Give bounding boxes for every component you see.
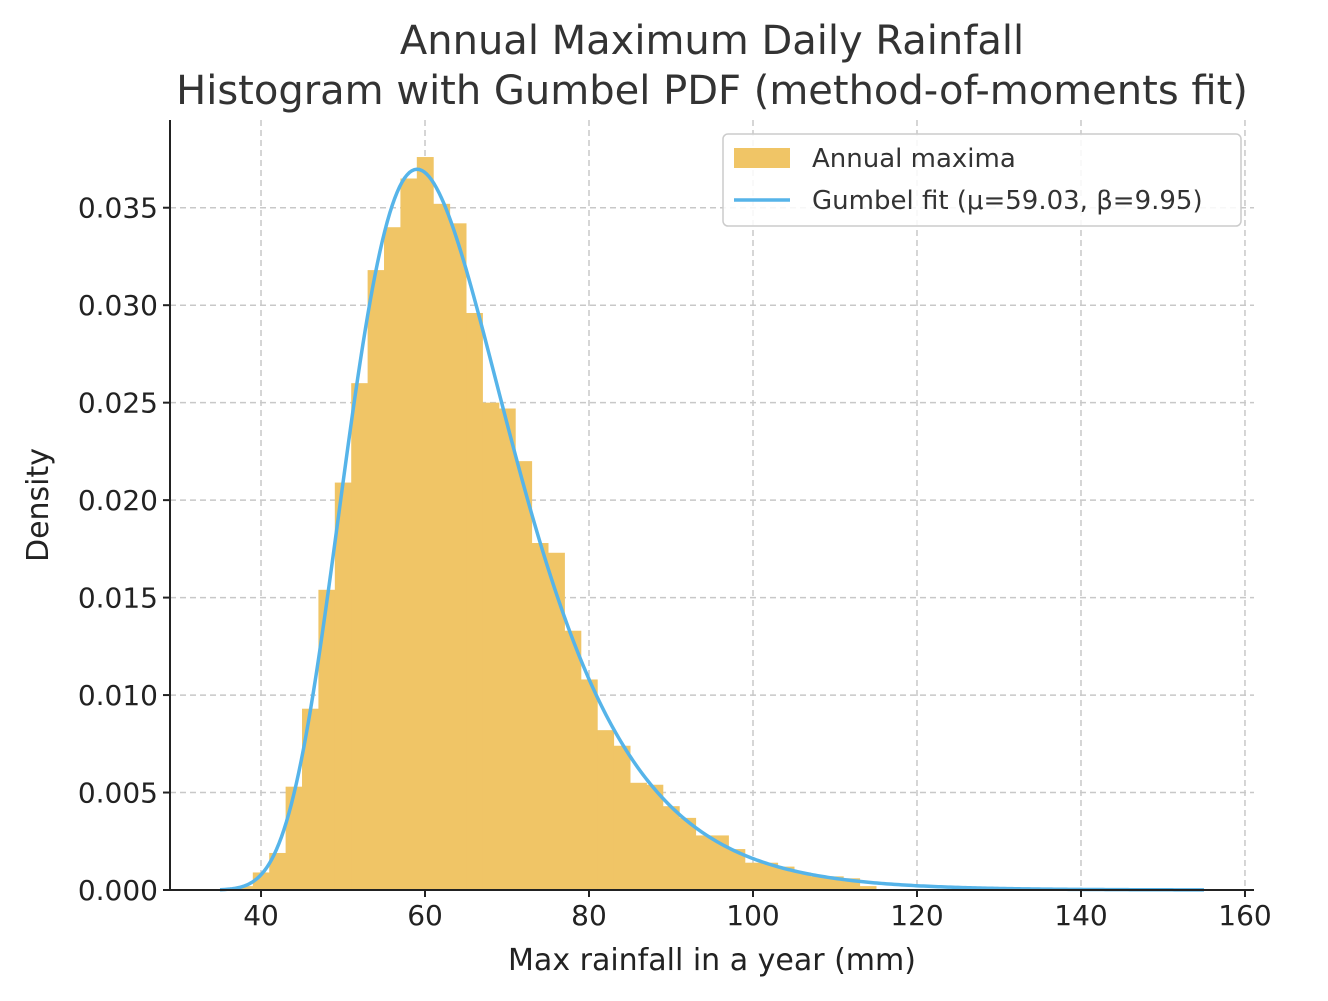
histogram-bar: [728, 849, 746, 890]
histogram-bar: [810, 876, 828, 890]
y-tick-label: 0.025: [78, 387, 158, 420]
histogram-bar: [466, 312, 483, 891]
legend-label-fit: Gumbel fit (μ=59.03, β=9.95): [812, 186, 1203, 216]
histogram-bar: [597, 730, 615, 890]
histogram-bar: [531, 543, 549, 890]
chart-title-line2: Histogram with Gumbel PDF (method-of-mom…: [176, 68, 1248, 114]
y-tick-label: 0.020: [78, 484, 158, 517]
histogram-bar: [515, 461, 533, 890]
histogram-bar: [630, 782, 647, 890]
histogram-bar: [695, 835, 713, 890]
y-tick-label: 0.030: [78, 289, 158, 322]
y-tick-label: 0.035: [78, 192, 158, 225]
x-tick-label: 40: [243, 899, 279, 932]
x-tick-label: 120: [890, 899, 943, 932]
histogram-bar: [646, 784, 664, 890]
histogram-bar: [744, 862, 762, 890]
histogram-bar: [679, 817, 697, 890]
chart-title-line1: Annual Maximum Daily Rainfall: [400, 18, 1024, 64]
x-tick-label: 160: [1218, 899, 1271, 932]
histogram-bar: [498, 408, 516, 890]
x-axis-label: Max rainfall in a year (mm): [508, 943, 916, 978]
y-tick-label: 0.005: [78, 777, 158, 810]
histogram-bar: [449, 223, 467, 890]
x-tick-label: 140: [1054, 899, 1107, 932]
histogram-bar: [416, 157, 434, 891]
histogram-bar: [334, 482, 352, 890]
histogram-bar: [859, 886, 877, 890]
histogram-bar: [400, 178, 418, 890]
histogram-bar: [269, 852, 287, 890]
histogram-bar: [548, 552, 565, 890]
x-tick-label: 60: [407, 899, 443, 932]
histogram-bar: [564, 630, 582, 890]
legend-label-histogram: Annual maxima: [812, 144, 1016, 174]
histogram-bar: [367, 270, 385, 890]
y-tick-label: 0.015: [78, 582, 158, 615]
histogram-bar: [285, 786, 303, 890]
histogram-bar: [712, 835, 729, 890]
histogram-bar: [613, 745, 631, 890]
histogram-bar: [793, 872, 811, 890]
x-tick-label: 80: [571, 899, 607, 932]
legend: Annual maxima Gumbel fit (μ=59.03, β=9.9…: [722, 133, 1242, 227]
histogram-bar: [433, 203, 451, 891]
legend-swatch-histogram: [734, 148, 790, 168]
histogram-bar: [482, 402, 500, 890]
histogram-bars: [236, 157, 877, 891]
histogram-bar: [580, 679, 598, 890]
histogram-bar: [318, 589, 336, 890]
axes: [163, 120, 1254, 897]
histogram-bar: [236, 886, 254, 890]
y-tick-label: 0.000: [78, 874, 158, 907]
histogram-bar: [351, 383, 369, 890]
legend-box: [722, 133, 1242, 227]
x-tick-label: 100: [726, 899, 779, 932]
histogram-bar: [662, 806, 680, 890]
y-tick-label: 0.010: [78, 679, 158, 712]
histogram-bar: [843, 878, 861, 890]
y-axis-label: Density: [21, 448, 56, 562]
histogram-bar: [777, 866, 795, 890]
tick-labels: 40 60 80 100 120 140 160 0.000 0.005 0.010 0.015 0.…: [78, 192, 1272, 932]
histogram-bar: [302, 708, 319, 890]
histogram-bar: [761, 862, 779, 890]
histogram-bar: [384, 227, 401, 890]
